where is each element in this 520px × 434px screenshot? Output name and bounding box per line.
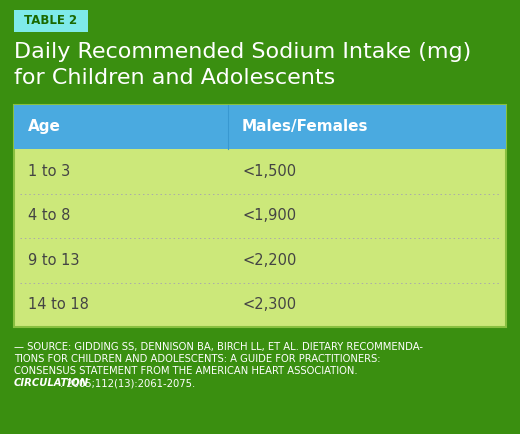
Text: CONSENSUS STATEMENT FROM THE AMERICAN HEART ASSOCIATION.: CONSENSUS STATEMENT FROM THE AMERICAN HE…: [14, 366, 358, 376]
Text: . 2005;112(13):2061-2075.: . 2005;112(13):2061-2075.: [60, 378, 195, 388]
Text: TIONS FOR CHILDREN AND ADOLESCENTS: A GUIDE FOR PRACTITIONERS:: TIONS FOR CHILDREN AND ADOLESCENTS: A GU…: [14, 354, 381, 364]
Bar: [14, 105, 506, 327]
Text: <2,300: <2,300: [242, 297, 296, 312]
Text: CIRCULATION: CIRCULATION: [14, 378, 89, 388]
Text: Daily Recommended Sodium Intake (mg): Daily Recommended Sodium Intake (mg): [14, 42, 471, 62]
Bar: [14, 10, 88, 32]
Text: 1 to 3: 1 to 3: [28, 164, 70, 179]
Bar: [14, 105, 506, 149]
Text: TABLE 2: TABLE 2: [24, 14, 77, 27]
Text: 14 to 18: 14 to 18: [28, 297, 89, 312]
Text: <2,200: <2,200: [242, 253, 296, 268]
Text: Age: Age: [28, 119, 61, 135]
Text: 9 to 13: 9 to 13: [28, 253, 80, 268]
Text: <1,500: <1,500: [242, 164, 296, 179]
Text: 4 to 8: 4 to 8: [28, 208, 70, 223]
Text: <1,900: <1,900: [242, 208, 296, 223]
Text: Males/Females: Males/Females: [242, 119, 369, 135]
Text: for Children and Adolescents: for Children and Adolescents: [14, 68, 335, 88]
Text: — SOURCE: GIDDING SS, DENNISON BA, BIRCH LL, ET AL. DIETARY RECOMMENDA-: — SOURCE: GIDDING SS, DENNISON BA, BIRCH…: [14, 342, 423, 352]
